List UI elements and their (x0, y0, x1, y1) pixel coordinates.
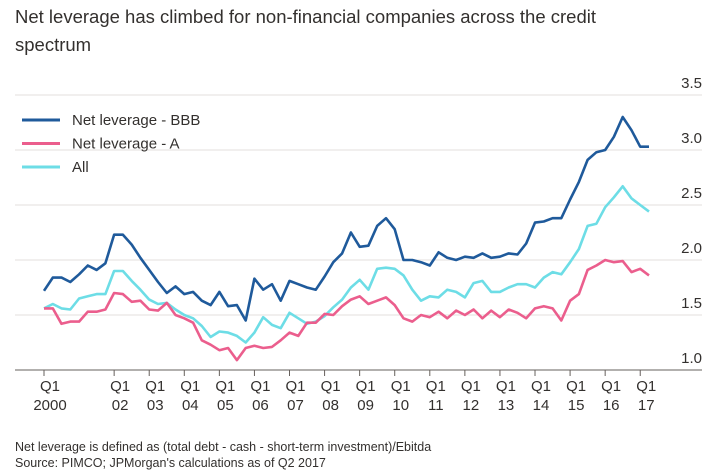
x-tick-label: Q1 11 (425, 378, 446, 414)
y-tick-label: 1.5 (681, 295, 702, 312)
x-tick-label: Q1 17 (636, 378, 657, 414)
x-tick-label: Q1 07 (285, 378, 306, 414)
x-tick-label: Q1 12 (460, 378, 481, 414)
series-line (42, 115, 649, 322)
x-tick-label: Q1 05 (215, 378, 236, 414)
y-tick-label: 3.0 (681, 130, 702, 147)
x-tick-label: Q1 02 (110, 378, 131, 414)
x-tick-label: Q1 04 (180, 378, 201, 414)
footnote: Net leverage is defined as (total debt -… (15, 440, 432, 454)
legend-label: Net leverage - BBB (72, 112, 200, 129)
y-tick-label: 2.5 (681, 185, 702, 202)
legend-label: All (72, 159, 89, 176)
x-tick-label: Q1 2000 (33, 378, 67, 414)
source: Source: PIMCO; JPMorgan's calculations a… (15, 456, 326, 470)
chart-title: Net leverage has climbed for non-financi… (15, 6, 596, 55)
series-line (44, 258, 650, 362)
series-line (43, 185, 650, 344)
legend-label: Net leverage - A (72, 136, 180, 153)
x-tick-label: Q1 16 (601, 378, 622, 414)
y-tick-label: 3.5 (681, 75, 702, 92)
x-tick-label: Q1 03 (145, 378, 166, 414)
x-tick-label: Q1 06 (250, 378, 271, 414)
x-tick-label: Q1 15 (566, 378, 587, 414)
y-tick-label: 2.0 (681, 240, 702, 257)
x-tick-label: Q1 08 (320, 378, 341, 414)
x-tick-label: Q1 14 (530, 378, 551, 414)
x-tick-label: Q1 13 (495, 378, 516, 414)
x-tick-label: Q1 09 (355, 378, 376, 414)
x-tick-label: Q1 10 (390, 378, 411, 414)
y-tick-label: 1.0 (681, 350, 702, 367)
